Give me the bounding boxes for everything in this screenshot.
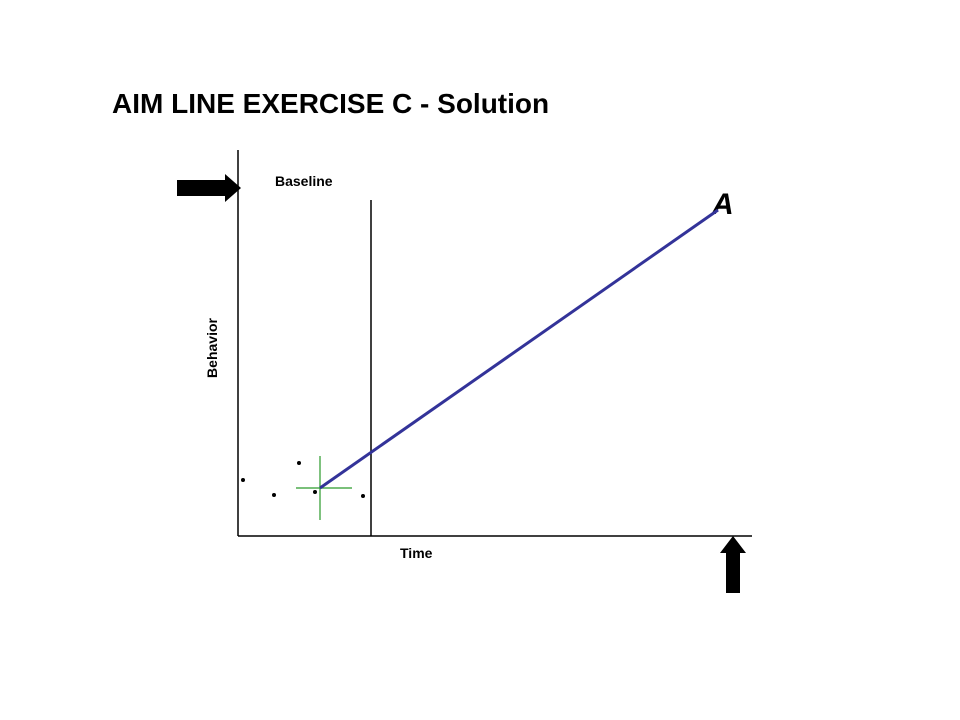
- y-axis-label: Behavior: [204, 317, 220, 377]
- point: [297, 461, 301, 465]
- point: [361, 494, 365, 498]
- date-arrow: [720, 536, 746, 593]
- point: [313, 490, 317, 494]
- phase-label: Baseline: [275, 173, 333, 189]
- data-points: [241, 461, 365, 498]
- aim-label: A: [711, 188, 734, 221]
- goal-arrow: [177, 174, 241, 202]
- title: AIM LINE EXERCISE C - Solution: [112, 88, 549, 119]
- point: [241, 478, 245, 482]
- aim-line: [319, 208, 719, 490]
- x-axis-label: Time: [400, 545, 433, 561]
- point: [272, 493, 276, 497]
